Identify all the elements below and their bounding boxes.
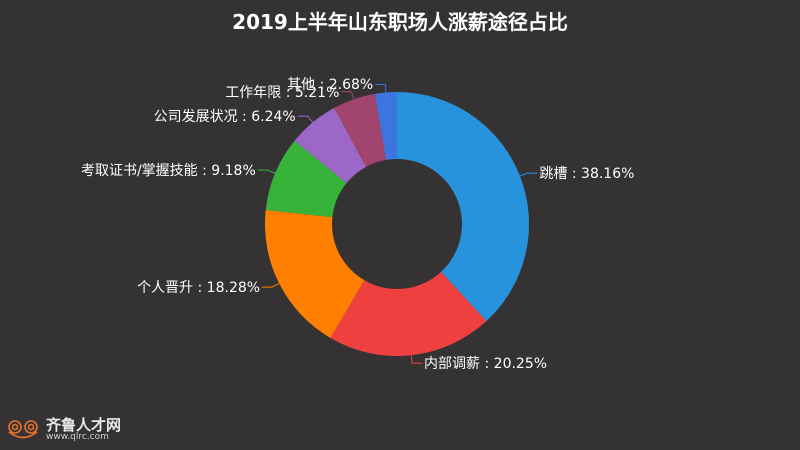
donut-slice	[374, 92, 397, 160]
donut-slice	[330, 271, 487, 356]
donut-slice	[294, 107, 367, 183]
leader-line	[375, 83, 387, 93]
slice-label: 内部调薪 : 20.25%	[424, 356, 548, 373]
leader-line	[297, 115, 314, 123]
logo-url: www.qlrc.com	[46, 432, 109, 442]
leader-line	[257, 169, 276, 174]
slice-label: 考取证书/掌握技能 : 9.18%	[80, 163, 256, 180]
donut-slice	[334, 93, 387, 167]
slice-label: 公司发展状况 : 6.24%	[153, 109, 296, 126]
slice-label: 工作年限 : 5.21%	[225, 84, 340, 101]
leader-line	[262, 283, 280, 288]
donut-slice	[265, 140, 347, 218]
slice-label: 跳槽 : 38.16%	[539, 166, 635, 183]
slice-label: 个人晋升 : 18.28%	[137, 280, 261, 297]
chart-title: 2019上半年山东职场人涨薪途径占比	[232, 10, 568, 34]
leader-line	[341, 91, 355, 100]
slice-label: 其他 : 2.68%	[287, 77, 374, 94]
donut-slice	[397, 92, 530, 322]
logo-name: 齐鲁人才网	[46, 416, 122, 434]
leader-line	[519, 172, 538, 177]
donut-slice	[265, 210, 365, 338]
site-logo: 齐鲁人才网 www.qlrc.com	[6, 418, 121, 442]
frog-logo-icon	[8, 420, 38, 439]
leader-line	[410, 355, 423, 364]
